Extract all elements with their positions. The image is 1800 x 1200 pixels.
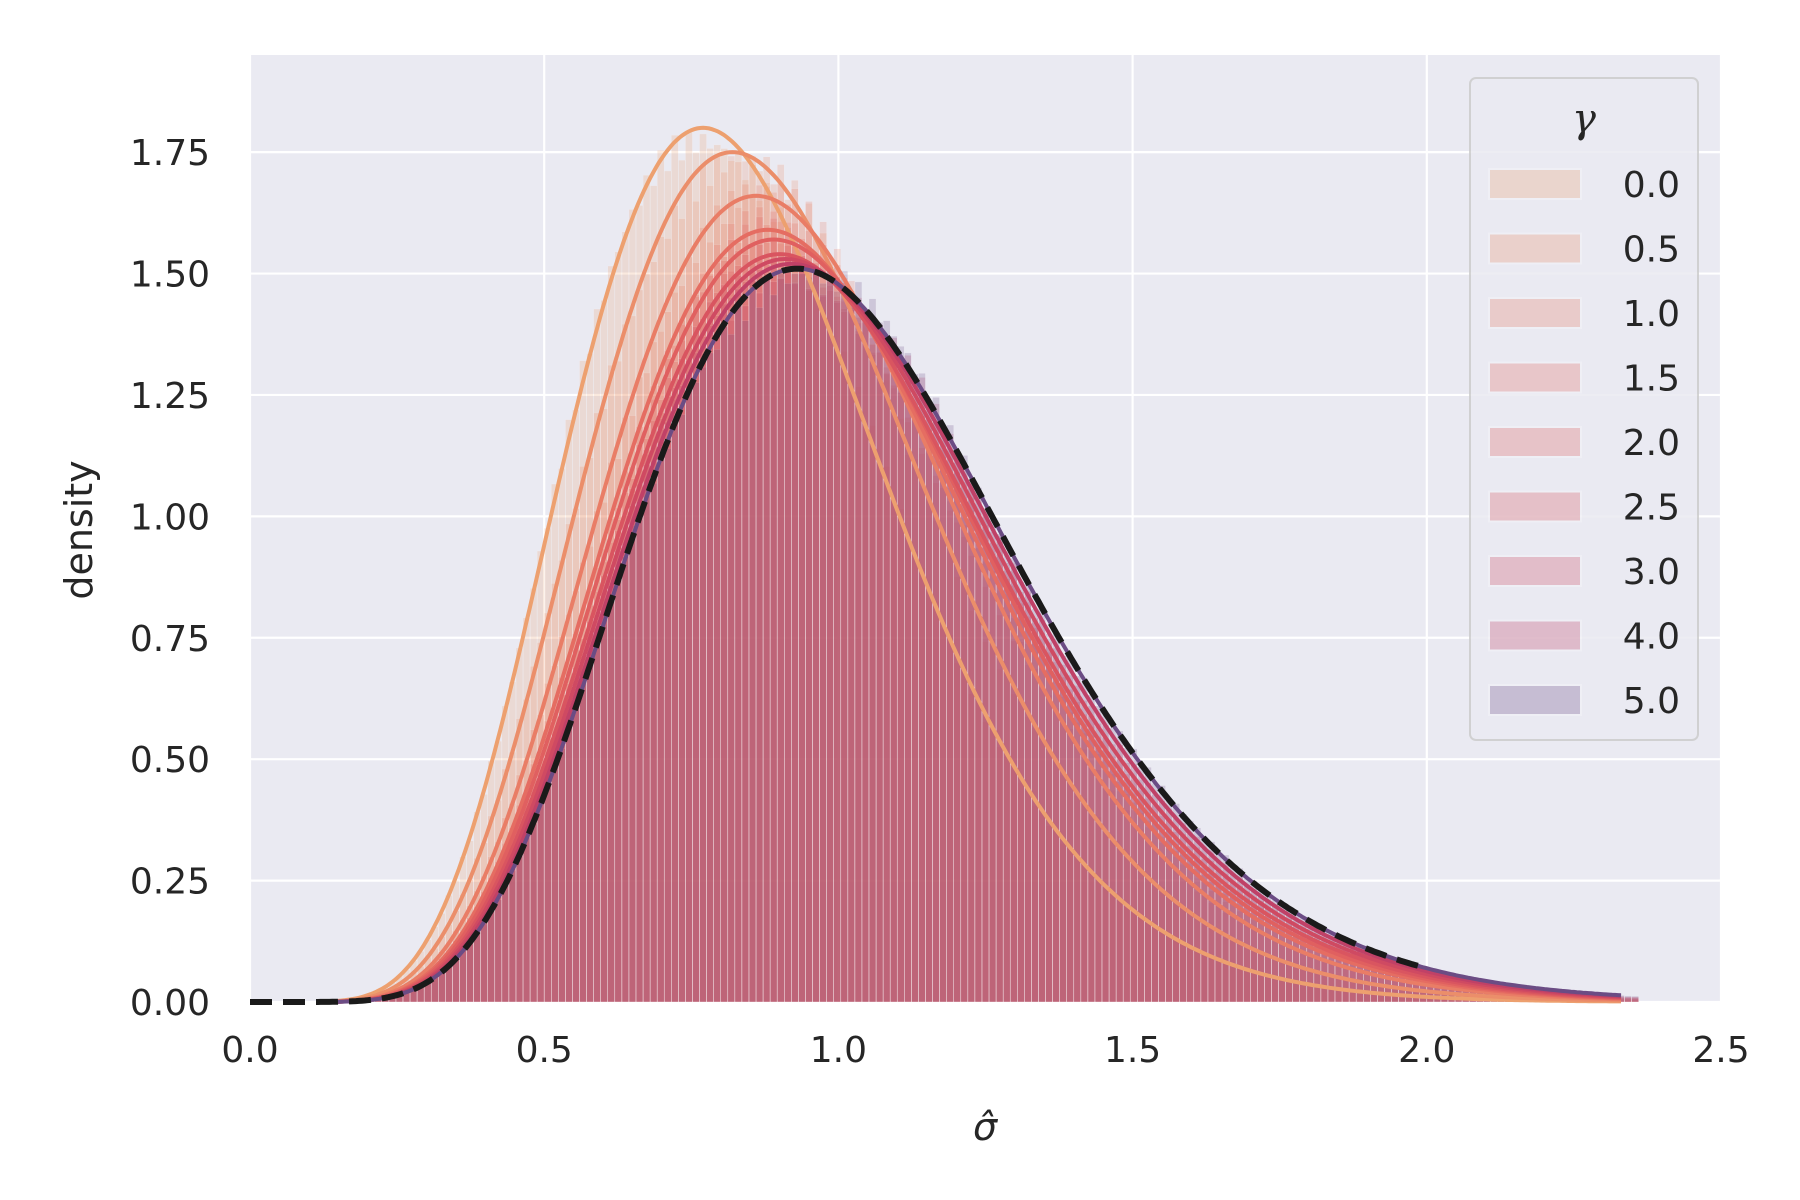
density-curve-2.5 [326,252,1622,1004]
legend-title: γ [1572,96,1596,142]
legend-entries: 0.0 0.5 1.0 1.5 2.0 2.5 3.0 4.0 5.0 [1488,165,1680,722]
legend-frame [1469,77,1699,741]
x-tick-labels: 0.0 0.5 1.0 1.5 2.0 2.5 [221,1030,1749,1071]
legend-swatch [1488,232,1582,265]
density-curve-3.0 [326,256,1622,1004]
legend-swatch [1488,168,1582,200]
legend-label: 2.0 [1623,423,1680,464]
x-tick-label: 0.5 [516,1030,573,1071]
reference-curve [250,265,1428,1005]
y-tick-label: 1.50 [130,255,210,296]
legend-swatch [1488,297,1582,329]
legend: γ 0.0 0.5 1.0 1.5 2.0 2.5 3.0 4.0 5.0 [1469,77,1699,741]
x-axis-label: σ̂ [973,1105,999,1149]
y-tick-label: 0.75 [130,619,210,660]
legend-swatch [1488,555,1582,587]
legend-swatch [1488,619,1582,652]
legend-label: 1.0 [1623,294,1680,335]
x-tick-label: 2.5 [1692,1030,1749,1071]
y-tick-label: 1.75 [130,133,210,174]
legend-label: 3.0 [1623,552,1680,593]
y-tick-label: 0.50 [130,740,210,781]
density-curve-1.0 [326,193,1622,1004]
y-tick-label: 0.00 [130,983,210,1024]
x-tick-label: 0.0 [221,1030,278,1071]
y-tick-labels: 0.00 0.25 0.50 0.75 1.00 1.25 1.50 1.75 [130,133,210,1024]
reference-dashed-curve [250,265,1428,1005]
density-curve-4.0 [326,261,1622,1004]
y-tick-label: 0.25 [130,862,210,903]
legend-swatch [1488,361,1582,394]
density-curve-0.0 [326,125,1621,1004]
legend-label: 0.5 [1623,230,1680,271]
y-tick-label: 1.00 [130,497,210,538]
legend-swatch [1488,490,1582,523]
x-tick-label: 1.5 [1104,1030,1161,1071]
y-tick-label: 1.25 [130,376,210,417]
x-tick-label: 2.0 [1398,1030,1455,1071]
legend-label: 1.5 [1623,359,1680,400]
density-curve-2.0 [326,237,1622,1004]
density-curve-1.5 [326,227,1622,1004]
legend-label: 4.0 [1623,617,1680,658]
density-curve-0.5 [326,150,1622,1004]
legend-label: 5.0 [1623,681,1680,722]
x-tick-label: 1.0 [810,1030,867,1071]
y-axis-label: density [57,460,101,599]
legend-label: 2.5 [1623,488,1680,529]
legend-swatch [1488,684,1582,716]
legend-label: 0.0 [1623,165,1680,206]
legend-swatch [1488,426,1582,458]
